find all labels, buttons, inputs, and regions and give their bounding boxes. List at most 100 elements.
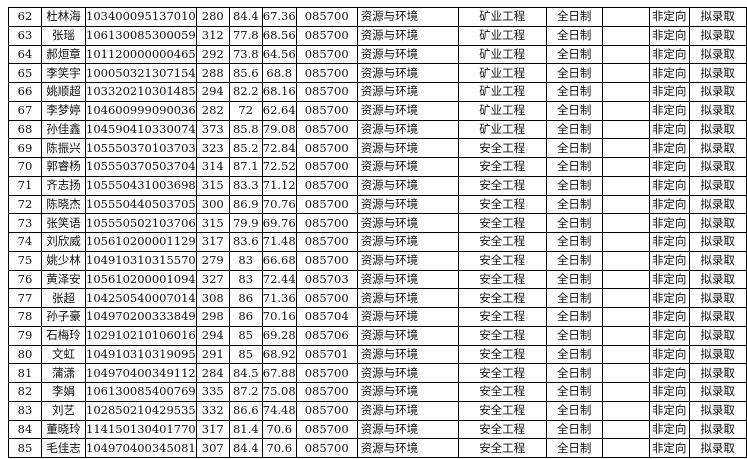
- study-mode-cell: 全日制: [545, 194, 603, 215]
- orientation-cell: 非定向: [648, 307, 690, 327]
- school-cell: 资源与环境: [356, 344, 459, 365]
- major-code-cell: 085700: [295, 419, 358, 440]
- major-code-cell: 085700: [295, 250, 358, 271]
- exam-score-cell: 294: [195, 325, 230, 346]
- study-mode-cell: 全日制: [545, 438, 603, 458]
- total-score-cell: 71.48: [261, 232, 297, 252]
- exam-score-cell: 314: [195, 157, 230, 177]
- major-cell: 安全工程: [457, 400, 547, 421]
- admission-status-cell: 拟录取: [688, 307, 747, 327]
- study-mode-cell: 全日制: [545, 213, 603, 233]
- table-row: 62 杜林海 103400095137010 280 84.4 67.36 085700 资源…: [8, 7, 747, 27]
- total-score-cell: 70.6: [261, 419, 297, 440]
- note-cell: [601, 307, 650, 327]
- table-row: 71 齐志扬 105550431003698 315 83.3 71.12 085700 资源…: [8, 175, 747, 196]
- orientation-cell: 非定向: [648, 400, 690, 421]
- student-name-cell: 张超: [41, 288, 86, 308]
- row-number-cell: 68: [8, 119, 42, 140]
- candidate-id-cell: 105610200001094: [85, 269, 197, 290]
- admission-status-cell: 拟录取: [688, 119, 747, 140]
- admission-list-table: 62 杜林海 103400095137010 280 84.4 67.36 085700 资源…: [8, 7, 747, 458]
- exam-score-cell: 335: [195, 382, 230, 402]
- total-score-cell: 72.52: [261, 157, 297, 177]
- major-cell: 安全工程: [457, 175, 547, 196]
- total-score-cell: 75.08: [261, 382, 297, 402]
- interview-score-cell: 84.4: [228, 7, 263, 27]
- orientation-cell: 非定向: [648, 63, 690, 83]
- school-cell: 资源与环境: [356, 419, 459, 440]
- admission-status-cell: 拟录取: [688, 44, 747, 65]
- candidate-id-cell: 104910310315570: [85, 250, 197, 271]
- note-cell: [601, 363, 650, 383]
- student-name-cell: 姚顺超: [41, 82, 86, 102]
- school-cell: 资源与环境: [356, 288, 459, 308]
- interview-score-cell: 73.8: [228, 44, 263, 65]
- row-number-cell: 67: [8, 100, 42, 121]
- major-code-cell: 085704: [295, 307, 358, 327]
- study-mode-cell: 全日制: [545, 63, 603, 83]
- note-cell: [601, 325, 650, 346]
- interview-score-cell: 86: [228, 307, 263, 327]
- table-row: 84 董晓玲 114150130401770 317 81.4 70.6 085700 资源与…: [8, 419, 747, 440]
- major-code-cell: 085700: [295, 382, 358, 402]
- major-cell: 矿业工程: [457, 44, 547, 65]
- candidate-id-cell: 104590410330074: [85, 119, 197, 140]
- note-cell: [601, 344, 650, 365]
- study-mode-cell: 全日制: [545, 100, 603, 121]
- note-cell: [601, 44, 650, 65]
- study-mode-cell: 全日制: [545, 419, 603, 440]
- total-score-cell: 70.6: [261, 438, 297, 458]
- candidate-id-cell: 101120000000465: [85, 44, 197, 65]
- note-cell: [601, 382, 650, 402]
- admission-status-cell: 拟录取: [688, 157, 747, 177]
- note-cell: [601, 82, 650, 102]
- candidate-id-cell: 105610200001129: [85, 232, 197, 252]
- major-cell: 安全工程: [457, 325, 547, 346]
- major-cell: 安全工程: [457, 232, 547, 252]
- total-score-cell: 71.12: [261, 175, 297, 196]
- major-cell: 安全工程: [457, 344, 547, 365]
- school-cell: 资源与环境: [356, 382, 459, 402]
- admission-status-cell: 拟录取: [688, 269, 747, 290]
- major-cell: 安全工程: [457, 157, 547, 177]
- note-cell: [601, 232, 650, 252]
- total-score-cell: 69.28: [261, 325, 297, 346]
- orientation-cell: 非定向: [648, 82, 690, 102]
- study-mode-cell: 全日制: [545, 288, 603, 308]
- major-code-cell: 085700: [295, 100, 358, 121]
- major-cell: 安全工程: [457, 438, 547, 458]
- student-name-cell: 杜林海: [41, 7, 86, 27]
- total-score-cell: 69.76: [261, 213, 297, 233]
- admission-status-cell: 拟录取: [688, 138, 747, 158]
- candidate-id-cell: 104970400349112: [85, 363, 197, 383]
- interview-score-cell: 83.3: [228, 175, 263, 196]
- orientation-cell: 非定向: [648, 288, 690, 308]
- interview-score-cell: 79.9: [228, 213, 263, 233]
- row-number-cell: 70: [8, 157, 42, 177]
- orientation-cell: 非定向: [648, 344, 690, 365]
- major-code-cell: 085700: [295, 25, 358, 46]
- candidate-id-cell: 105550370503704: [85, 157, 197, 177]
- interview-score-cell: 83: [228, 250, 263, 271]
- major-cell: 矿业工程: [457, 82, 547, 102]
- candidate-id-cell: 105550370103703: [85, 138, 197, 158]
- major-code-cell: 085703: [295, 269, 358, 290]
- exam-score-cell: 300: [195, 194, 230, 215]
- school-cell: 资源与环境: [356, 307, 459, 327]
- table-row: 68 孙佳鑫 104590410330074 373 85.8 79.08 085700 资源…: [8, 119, 747, 140]
- major-cell: 安全工程: [457, 382, 547, 402]
- admission-status-cell: 拟录取: [688, 63, 747, 83]
- table-row: 76 黄泽安 105610200001094 327 83 72.44 085703 资源与环…: [8, 269, 747, 290]
- major-code-cell: 085700: [295, 138, 358, 158]
- interview-score-cell: 86.9: [228, 194, 263, 215]
- note-cell: [601, 63, 650, 83]
- table-row: 77 张超 104250540007014 308 86 71.36 085700 资源与环境…: [8, 288, 747, 308]
- interview-score-cell: 77.8: [228, 25, 263, 46]
- table-row: 85 毛佳志 104970400345081 307 84.4 70.6 085700 资源与…: [8, 438, 747, 458]
- row-number-cell: 82: [8, 382, 42, 402]
- row-number-cell: 77: [8, 288, 42, 308]
- interview-score-cell: 84.5: [228, 363, 263, 383]
- exam-score-cell: 308: [195, 288, 230, 308]
- candidate-id-cell: 105550431003698: [85, 175, 197, 196]
- admission-status-cell: 拟录取: [688, 82, 747, 102]
